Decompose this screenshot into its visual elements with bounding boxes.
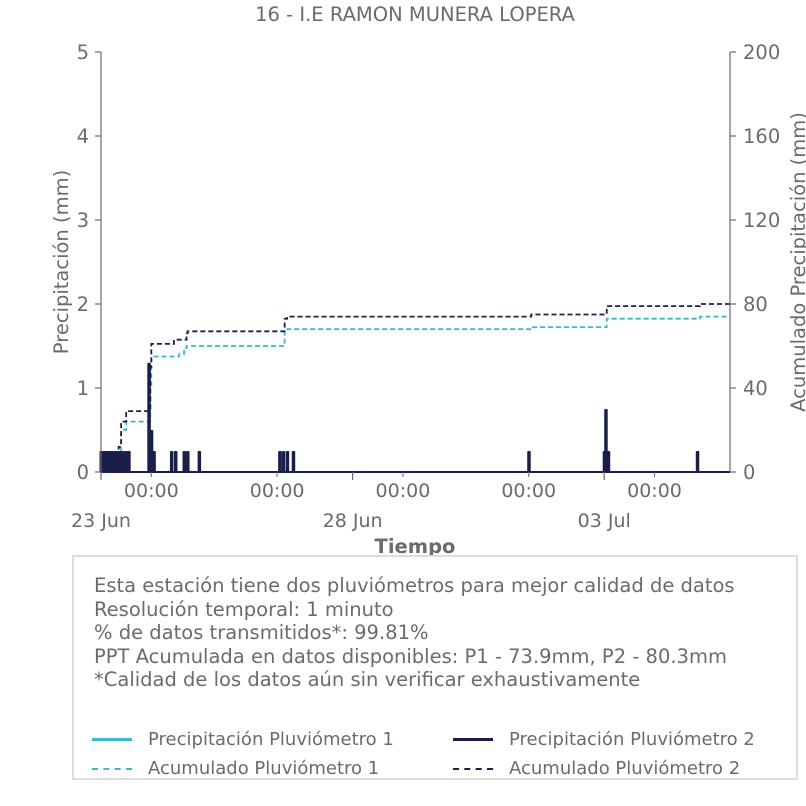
station-notes: Esta estación tiene dos pluviómetros par… [94, 574, 735, 692]
precip-bar [606, 451, 611, 472]
precip-bar [285, 451, 290, 472]
precip-bar [278, 451, 282, 472]
precip-bar [182, 451, 187, 472]
legend-label-p2-precip: Precipitación Pluviómetro 2 [509, 729, 755, 750]
y2-tick-label: 120 [743, 209, 780, 232]
precip-bar [695, 451, 700, 472]
chart-legend: Precipitación Pluviómetro 1 Precipitació… [92, 729, 792, 781]
legend-swatch-p1-acum [92, 767, 132, 770]
y2-axis-label: Acumulado Precipitación (mm) [787, 112, 806, 412]
legend-swatch-p1-precip [92, 738, 132, 741]
x-date-label: 03 Jul [578, 510, 631, 532]
note-transmitted: % de datos transmitidos*: 99.81% [94, 621, 429, 644]
y-tick-label: 3 [77, 209, 89, 232]
y2-tick-label: 200 [743, 41, 780, 64]
precip-bar [527, 451, 531, 472]
legend-label-p2-acum: Acumulado Pluviómetro 2 [509, 758, 741, 779]
y-tick-label: 4 [77, 125, 89, 148]
legend-item-p2-acum: Acumulado Pluviómetro 2 [453, 758, 740, 779]
x-time-label: 00:00 [124, 480, 179, 502]
precip-bar [281, 451, 286, 472]
note-accumulated: PPT Acumulada en datos disponibles: P1 -… [94, 644, 727, 668]
precip-bar [152, 451, 156, 472]
precip-bar [173, 451, 178, 472]
precip-bar [127, 451, 131, 472]
legend-swatch-p2-precip [453, 738, 493, 741]
x-time-label: 00:00 [376, 480, 431, 502]
precip-bar [169, 451, 174, 472]
info-box: Esta estación tiene dos pluviómetros par… [72, 555, 798, 780]
y2-tick-label: 160 [743, 125, 780, 148]
y-tick-label: 0 [77, 461, 89, 484]
rainfall-chart: 16 - I.E RAMON MUNERA LOPERA 0 1 2 3 4 5 0 40 80… [50, 3, 806, 558]
precip-bar [186, 451, 190, 472]
plot-area [99, 303, 730, 473]
x-date-label: 28 Jun [323, 510, 383, 532]
y2-tick-label: 0 [743, 461, 755, 484]
y-tick-label: 5 [77, 41, 89, 64]
y-tick-label: 2 [77, 293, 89, 316]
x-date-label: 23 Jun [71, 510, 131, 532]
legend-swatch-p2-acum [453, 767, 493, 770]
legend-item-p1-acum: Acumulado Pluviómetro 1 [92, 758, 379, 779]
precip-bar [197, 451, 202, 472]
note-quality: *Calidad de los datos aún sin verificar … [94, 668, 641, 691]
precip-bar [291, 451, 296, 472]
y2-tick-label: 80 [743, 293, 768, 316]
x-time-label: 00:00 [250, 480, 305, 502]
note-resolution: Resolución temporal: 1 minuto [94, 597, 394, 621]
y2-tick-label: 40 [743, 377, 768, 400]
y-tick-label: 1 [77, 377, 89, 400]
axes: 0 1 2 3 4 5 0 40 80 120 160 200 00:00 00:00 00:00 00:00… [71, 41, 780, 532]
legend-item-p2-precip: Precipitación Pluviómetro 2 [453, 729, 755, 750]
series-acumulado-p2 [101, 303, 730, 473]
series-acumulado-p1 [101, 315, 730, 473]
legend-label-p1-precip: Precipitación Pluviómetro 1 [148, 729, 394, 750]
legend-item-p1-precip: Precipitación Pluviómetro 1 [92, 729, 394, 750]
x-axis-label: Tiempo [375, 535, 456, 558]
x-time-label: 00:00 [501, 480, 556, 502]
chart-title: 16 - I.E RAMON MUNERA LOPERA [255, 3, 575, 26]
y-axis-label: Precipitación (mm) [50, 170, 73, 354]
x-time-label: 00:00 [627, 480, 682, 502]
note-two-gauges: Esta estación tiene dos pluviómetros par… [94, 574, 735, 597]
legend-label-p1-acum: Acumulado Pluviómetro 1 [148, 758, 380, 779]
